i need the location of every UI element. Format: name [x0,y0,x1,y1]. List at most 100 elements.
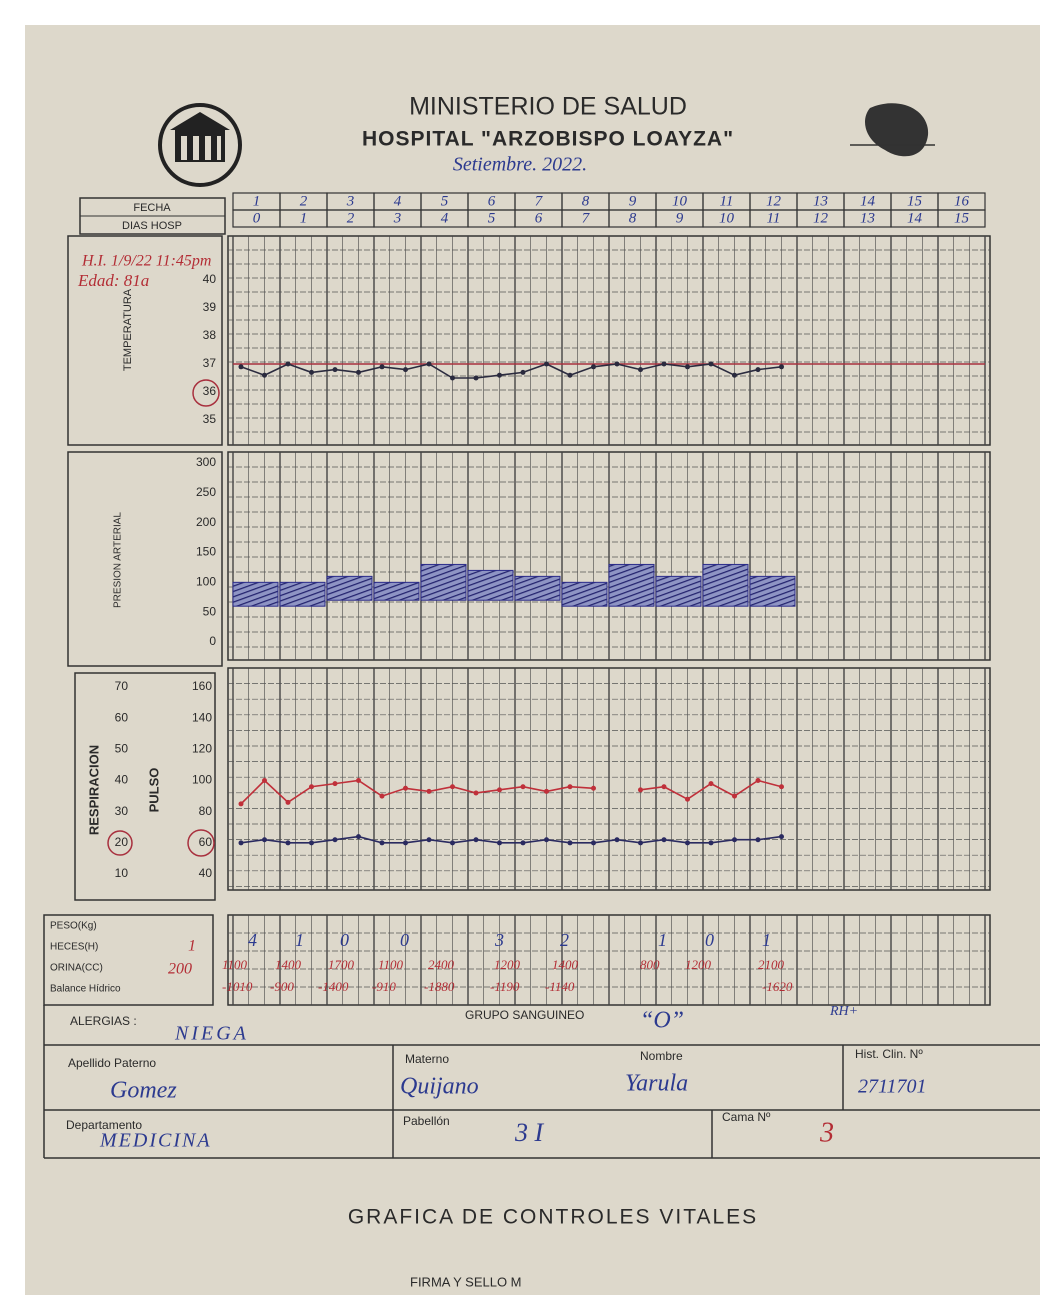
pulse-tick: 160 [192,679,212,693]
temperature-tick: 40 [203,272,217,286]
date: 5 [441,193,449,209]
paterno: Gomez [110,1078,177,1104]
date: 6 [488,193,496,209]
grupo-label: GRUPO SANGUINEO [465,1008,584,1022]
depto: MEDICINA [99,1130,212,1152]
pulse-tick: 120 [192,742,212,756]
balance-value: -900 [270,979,294,994]
hist-label: Hist. Clin. Nº [855,1047,923,1061]
pulse-label: PULSO [146,768,161,813]
orina-value: 1400 [552,957,579,972]
pressure-tick: 100 [196,575,216,589]
date: 4 [394,193,402,209]
pressure-bar [562,582,607,606]
balance-value: -1880 [424,979,455,994]
pressure-bar [515,576,560,600]
heces-value: 1 [658,930,667,950]
grupo: “O” [640,1008,684,1034]
sheet: MINISTERIO DE SALUD HOSPITAL "ARZOBISPO … [0,0,1058,1308]
pressure-tick: 50 [203,604,217,618]
temperature-tick: 39 [203,300,217,314]
signature-label: FIRMA Y SELLO M [410,1274,522,1289]
date: 15 [907,193,923,209]
age-note: Edad: 81a [77,271,149,290]
balance-value: -1400 [318,979,349,994]
resp-label: RESPIRACION [86,745,101,835]
fluid-label: HECES(H) [50,942,98,953]
temperature-tick: 35 [203,412,217,426]
hosp-day: 14 [907,210,923,226]
heces-value: 0 [705,930,714,950]
pressure-bar [703,564,748,606]
pressure-bar [233,582,278,606]
temperature-tick: 37 [203,356,217,370]
date: 2 [300,193,308,209]
nombre-label: Nombre [640,1049,683,1063]
date: 14 [860,193,876,209]
heces-value: 0 [400,930,409,950]
pressure-bar [609,564,654,606]
heces-first: 1 [188,938,196,955]
hospital: HOSPITAL "ARZOBISPO LOAYZA" [362,128,734,151]
balance-value: -1010 [222,979,253,994]
hosp-day: 4 [441,210,449,226]
date: 1 [253,193,261,209]
dias-hosp-label: DIAS HOSP [122,220,182,232]
pressure-tick: 0 [209,634,216,648]
pabellon-label: Pabellón [403,1114,450,1128]
pressure-tick: 300 [196,455,216,469]
heces-value: 2 [560,930,569,950]
pulse-tick: 80 [199,804,213,818]
materno: Quijano [400,1074,479,1100]
month: Setiembre. 2022. [453,154,587,176]
orina-value: 1100 [222,957,248,972]
date: 16 [954,193,970,209]
pabellon: 3 I [514,1118,545,1147]
balance-value: -1190 [490,979,520,994]
balance-value: -910 [372,979,396,994]
orina-value: 2100 [758,957,785,972]
resp-tick: 60 [115,710,129,724]
pressure-bar [421,564,466,600]
resp-tick: 20 [115,835,129,849]
pressure-tick: 200 [196,515,216,529]
pressure-bar [656,576,701,606]
hosp-day: 3 [393,210,402,226]
pressure-tick: 150 [196,545,216,559]
page: MINISTERIO DE SALUD HOSPITAL "ARZOBISPO … [0,0,1058,1308]
orina-value: 1700 [328,957,355,972]
hosp-day: 5 [488,210,496,226]
fluid-label: PESO(Kg) [50,921,97,932]
temperature-tick: 36 [203,384,217,398]
hosp-day: 0 [253,210,261,226]
pulse-tick: 140 [192,710,212,724]
date: 13 [813,193,828,209]
pressure-bar [468,570,513,600]
fluid-label: Balance Hídrico [50,984,121,995]
orina-value: 2400 [428,957,455,972]
balance-value: -1620 [762,979,793,994]
orina-value: 1400 [275,957,302,972]
hosp-day: 13 [860,210,875,226]
temperature-tick: 38 [203,328,217,342]
heces-value: 1 [295,930,304,950]
fecha-label: FECHA [133,202,171,214]
heces-value: 4 [248,930,257,950]
orina-value: 1200 [685,957,712,972]
hosp-day: 11 [767,210,781,226]
resp-tick: 50 [115,742,129,756]
pressure-tick: 250 [196,485,216,499]
resp-tick: 70 [115,679,129,693]
alergias: NIEGA [174,1023,249,1045]
pressure-bar [750,576,795,606]
form-title: GRAFICA DE CONTROLES VITALES [348,1206,758,1229]
date: 8 [582,193,590,209]
admission-note: H.I. 1/9/22 11:45pm [81,253,211,270]
resp-tick: 30 [115,804,129,818]
hist: 2711701 [858,1076,927,1098]
orina-value: 1100 [378,957,404,972]
date: 11 [720,193,734,209]
pressure-bar [280,582,325,606]
date: 10 [672,193,688,209]
cama-label: Cama Nº [722,1110,771,1124]
